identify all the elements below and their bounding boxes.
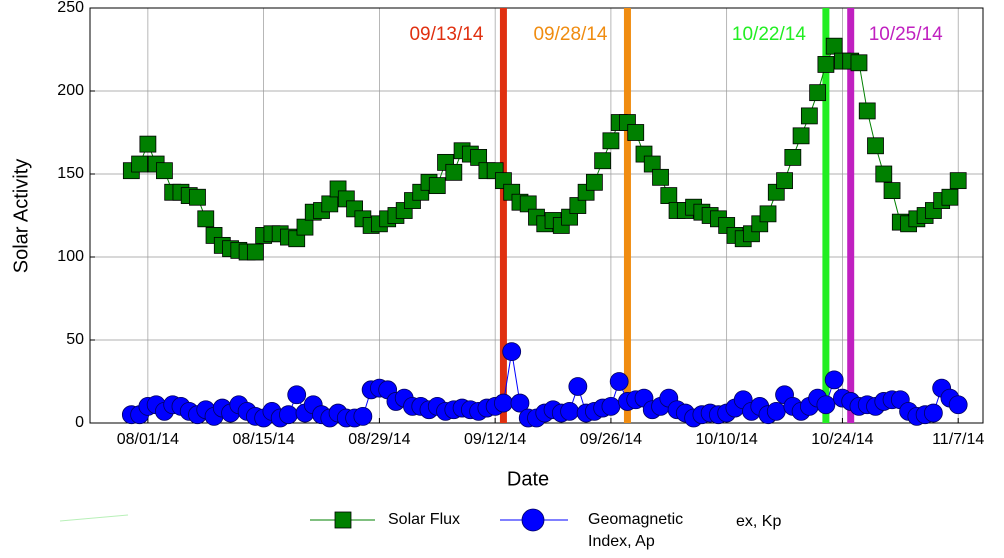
marker (353, 406, 373, 426)
marker (792, 127, 810, 145)
marker (445, 163, 463, 181)
marker (858, 102, 876, 120)
marker (502, 342, 522, 362)
marker (660, 187, 678, 204)
marker (321, 195, 339, 213)
y-tick-label: 150 (57, 165, 84, 182)
legend-artifact (59, 514, 129, 522)
legend-marker (334, 511, 352, 529)
marker (759, 205, 777, 223)
marker (279, 405, 298, 425)
marker (941, 188, 959, 206)
marker (816, 395, 836, 415)
legend-label: Solar Flux (388, 511, 461, 528)
y-tick-label: 200 (57, 82, 84, 99)
y-tick-label: 250 (57, 0, 84, 16)
marker (131, 155, 149, 173)
marker (883, 182, 901, 200)
marker (948, 395, 968, 415)
marker (189, 188, 206, 206)
marker (609, 372, 629, 391)
marker (494, 393, 513, 413)
marker (246, 243, 264, 261)
event-label: 09/28/14 (533, 24, 607, 45)
event-label: 10/22/14 (732, 24, 806, 45)
x-tick-label: 09/26/14 (580, 431, 642, 448)
marker (139, 135, 157, 153)
x-tick-label: 08/01/14 (117, 431, 179, 448)
legend-fragment: ex, Kp (736, 513, 782, 530)
marker (776, 172, 793, 190)
x-tick-label: 11/7/14 (932, 431, 984, 448)
marker (560, 401, 579, 421)
marker (875, 165, 893, 183)
y-tick-label: 100 (57, 248, 84, 265)
marker (156, 162, 173, 180)
marker (766, 401, 786, 421)
marker (850, 54, 868, 72)
marker (825, 37, 843, 55)
x-tick-label: 08/15/14 (232, 431, 294, 448)
marker (800, 107, 818, 125)
marker (568, 377, 588, 396)
marker (585, 173, 603, 191)
x-axis-label: Date (507, 468, 549, 490)
legend-marker (521, 508, 545, 532)
marker (784, 148, 802, 166)
x-tick-label: 10/10/14 (696, 431, 758, 448)
x-tick-label: 10/24/14 (811, 431, 873, 448)
event-label: 10/25/14 (869, 24, 943, 45)
marker (296, 218, 314, 236)
marker (923, 403, 943, 423)
y-tick-label: 50 (66, 331, 84, 348)
legend-label: Geomagnetic Index, Ap (588, 511, 684, 550)
marker (627, 124, 645, 141)
marker (809, 84, 827, 102)
marker (602, 132, 620, 150)
marker (824, 370, 844, 390)
marker (817, 56, 835, 73)
marker (197, 210, 215, 228)
y-axis-label: Solar Activity (10, 159, 32, 273)
x-tick-label: 08/29/14 (348, 431, 410, 448)
marker (949, 172, 967, 190)
x-tick-label: 09/12/14 (464, 431, 526, 448)
marker (867, 137, 884, 155)
marker (652, 168, 669, 186)
marker (510, 393, 530, 413)
marker (428, 177, 446, 195)
marker (601, 396, 621, 416)
marker (287, 385, 307, 405)
y-tick-label: 0 (75, 414, 84, 431)
marker (594, 152, 612, 170)
event-label: 09/13/14 (409, 24, 483, 45)
